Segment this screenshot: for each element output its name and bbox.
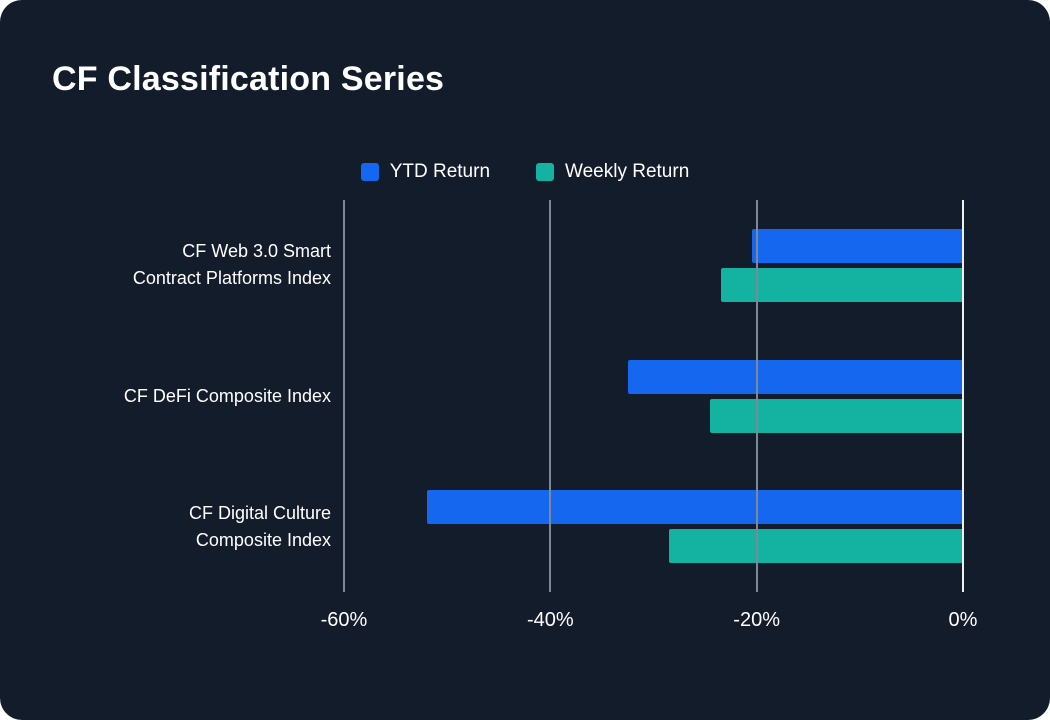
gridline xyxy=(549,200,552,592)
legend-item-0[interactable]: YTD Return xyxy=(360,161,491,183)
x-axis: -60% -40% -20% 0% xyxy=(321,592,978,640)
gridline xyxy=(755,200,758,592)
x-tick-label: -40% xyxy=(526,609,574,631)
legend-label: YTD Return xyxy=(389,161,491,182)
x-tick-label: 0% xyxy=(948,609,978,631)
bar-rows xyxy=(344,200,963,592)
bar-chart: CF Web 3.0 Smart Contract Platforms Index… xyxy=(52,200,978,640)
category-label: CF Web 3.0 Smart Contract Platforms Index xyxy=(132,241,331,289)
bar-ytd-return xyxy=(751,228,963,263)
gridline xyxy=(343,200,345,592)
bar-ytd-return xyxy=(627,359,963,394)
category-label: CF DeFi Composite Index xyxy=(123,385,331,406)
x-tick-label: -60% xyxy=(320,609,368,631)
bar-weekly-return xyxy=(710,398,963,433)
legend-swatch-icon xyxy=(360,163,379,181)
x-axis-spacer xyxy=(52,592,344,640)
zero-gridline xyxy=(962,200,964,592)
page-title: CF Classification Series xyxy=(52,60,445,98)
chart-legend: YTD Return Weekly Return xyxy=(0,161,1050,183)
bar-row xyxy=(344,200,963,331)
legend-label: Weekly Return xyxy=(565,161,690,182)
category-labels: CF Web 3.0 Smart Contract Platforms Index… xyxy=(52,200,344,592)
x-tick-label: -20% xyxy=(733,609,781,631)
plot-area xyxy=(343,200,964,592)
bar-row xyxy=(344,461,963,592)
bar-row xyxy=(344,331,963,462)
legend-item-1[interactable]: Weekly Return xyxy=(536,161,689,183)
bar-weekly-return xyxy=(720,267,963,302)
bar-weekly-return xyxy=(668,529,963,564)
category-label: CF Digital Culture Composite Index xyxy=(188,502,331,550)
bar-ytd-return xyxy=(426,490,963,525)
legend-swatch-icon xyxy=(536,163,555,181)
